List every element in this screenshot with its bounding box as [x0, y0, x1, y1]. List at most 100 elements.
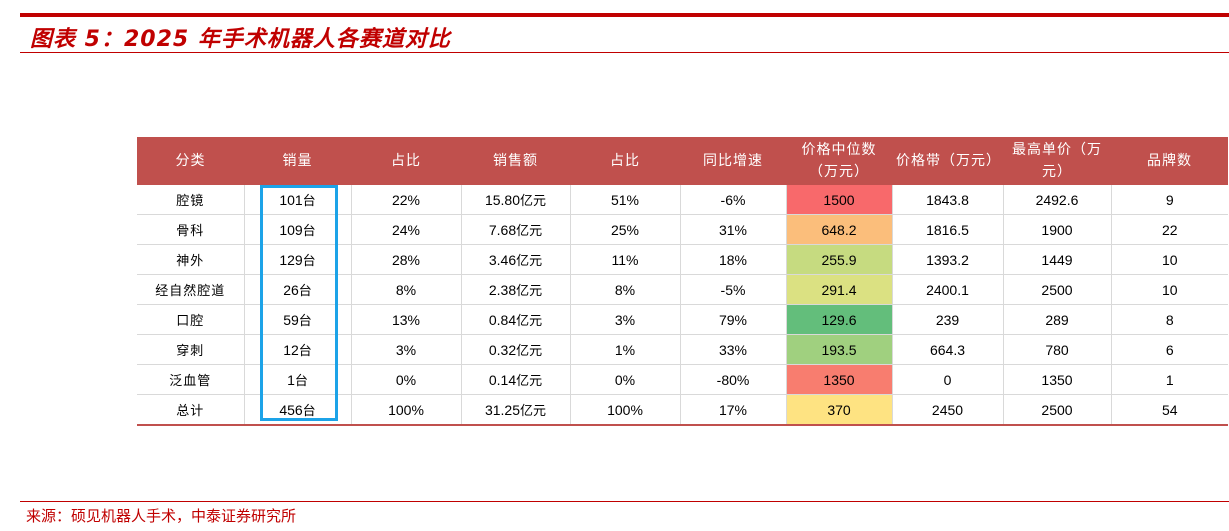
sales-share-cell: 8%: [570, 274, 681, 305]
table-row: 口腔 59台 13% 0.84亿元 3% 79% 129.6 239 289 8: [137, 304, 1228, 335]
sales-value: 0.32: [488, 342, 517, 358]
sales-cell: 0.32亿元: [461, 334, 571, 365]
volume-value: 59: [283, 312, 299, 328]
volume-unit: 台: [302, 254, 316, 269]
volume-share-cell: 22%: [351, 185, 462, 215]
volume-cell: 59台: [244, 304, 352, 335]
category-cell: 穿刺: [137, 334, 245, 365]
yoy-cell: 18%: [680, 244, 787, 275]
sales-cell: 31.25亿元: [461, 394, 571, 426]
sales-unit: 亿元: [516, 224, 543, 239]
sales-cell: 15.80亿元: [461, 185, 571, 215]
volume-cell: 12台: [244, 334, 352, 365]
header-brand-count: 品牌数: [1111, 137, 1228, 185]
brand-count-cell: 9: [1111, 185, 1228, 215]
brand-count-cell: 54: [1111, 394, 1228, 426]
volume-share-cell: 24%: [351, 214, 462, 245]
volume-share-cell: 28%: [351, 244, 462, 275]
sales-cell: 3.46亿元: [461, 244, 571, 275]
volume-value: 26: [283, 282, 299, 298]
category-cell: 神外: [137, 244, 245, 275]
category-cell: 腔镜: [137, 185, 245, 215]
table-body: 腔镜 101台 22% 15.80亿元 51% -6% 1500 1843.8 …: [137, 185, 1228, 426]
category-cell: 骨科: [137, 214, 245, 245]
source-note: 来源：硕见机器人手术，中泰证券研究所: [26, 507, 297, 525]
sales-value: 0.14: [488, 372, 517, 388]
median-price-cell: 193.5: [786, 334, 893, 365]
volume-cell: 26台: [244, 274, 352, 305]
sales-unit: 亿元: [516, 254, 543, 269]
volume-share-cell: 13%: [351, 304, 462, 335]
header-sales-share: 占比: [570, 137, 680, 185]
volume-unit: 台: [298, 344, 312, 359]
max-price-cell: 2500: [1003, 274, 1112, 305]
header-median-price: 价格中位数（万元）: [786, 137, 892, 185]
volume-cell: 109台: [244, 214, 352, 245]
volume-cell: 101台: [244, 185, 352, 215]
max-price-cell: 1900: [1003, 214, 1112, 245]
brand-count-cell: 10: [1111, 274, 1228, 305]
sales-share-cell: 100%: [570, 394, 681, 426]
volume-value: 129: [279, 252, 303, 268]
sales-unit: 亿元: [520, 404, 547, 419]
price-band-cell: 2400.1: [892, 274, 1004, 305]
header-sales: 销售额: [461, 137, 570, 185]
median-price-cell: 255.9: [786, 244, 893, 275]
category-cell: 经自然腔道: [137, 274, 245, 305]
table-row: 骨科 109台 24% 7.68亿元 25% 31% 648.2 1816.5 …: [137, 214, 1228, 245]
price-band-cell: 2450: [892, 394, 1004, 426]
table-row: 穿刺 12台 3% 0.32亿元 1% 33% 193.5 664.3 780 …: [137, 334, 1228, 365]
table-row-total: 总计 456台 100% 31.25亿元 100% 17% 370 2450 2…: [137, 394, 1228, 426]
volume-share-cell: 3%: [351, 334, 462, 365]
volume-cell: 1台: [244, 364, 352, 395]
header-volume: 销量: [244, 137, 351, 185]
top-rule: [20, 13, 1229, 17]
sales-value: 0.84: [488, 312, 517, 328]
sales-unit: 亿元: [516, 284, 543, 299]
sales-value: 7.68: [488, 222, 517, 238]
table-row: 经自然腔道 26台 8% 2.38亿元 8% -5% 291.4 2400.1 …: [137, 274, 1228, 305]
volume-unit: 台: [302, 224, 316, 239]
volume-unit: 台: [294, 374, 308, 389]
median-price-cell: 370: [786, 394, 893, 426]
sales-value: 31.25: [484, 402, 521, 418]
category-cell: 总计: [137, 394, 245, 426]
brand-count-cell: 22: [1111, 214, 1228, 245]
header-category: 分类: [137, 137, 244, 185]
yoy-cell: 79%: [680, 304, 787, 335]
sales-value: 15.80: [484, 192, 521, 208]
brand-count-cell: 1: [1111, 364, 1228, 395]
figure-title: 图表 5：2025 年手术机器人各赛道对比: [30, 27, 451, 52]
median-price-cell: 1350: [786, 364, 893, 395]
price-band-cell: 1393.2: [892, 244, 1004, 275]
volume-unit: 台: [302, 404, 316, 419]
table-row: 泛血管 1台 0% 0.14亿元 0% -80% 1350 0 1350 1: [137, 364, 1228, 395]
volume-value: 456: [279, 402, 303, 418]
price-band-cell: 0: [892, 364, 1004, 395]
sales-share-cell: 51%: [570, 185, 681, 215]
sales-share-cell: 1%: [570, 334, 681, 365]
median-price-cell: 291.4: [786, 274, 893, 305]
sales-share-cell: 0%: [570, 364, 681, 395]
yoy-cell: 31%: [680, 214, 787, 245]
volume-unit: 台: [302, 194, 316, 209]
sales-unit: 亿元: [516, 374, 543, 389]
sales-share-cell: 11%: [570, 244, 681, 275]
volume-cell: 456台: [244, 394, 352, 426]
sales-value: 3.46: [488, 252, 517, 268]
max-price-cell: 1449: [1003, 244, 1112, 275]
table-header-row: 分类 销量 占比 销售额 占比 同比增速 价格中位数（万元） 价格带（万元） 最…: [137, 137, 1228, 185]
header-volume-share: 占比: [351, 137, 461, 185]
volume-share-cell: 0%: [351, 364, 462, 395]
bottom-rule: [20, 501, 1229, 502]
yoy-cell: 33%: [680, 334, 787, 365]
header-yoy: 同比增速: [680, 137, 786, 185]
price-band-cell: 664.3: [892, 334, 1004, 365]
volume-value: 109: [279, 222, 303, 238]
median-price-cell: 648.2: [786, 214, 893, 245]
volume-value: 1: [287, 372, 295, 388]
header-price-band: 价格带（万元）: [892, 137, 1003, 185]
sales-unit: 亿元: [516, 344, 543, 359]
yoy-cell: -80%: [680, 364, 787, 395]
sales-value: 2.38: [488, 282, 517, 298]
